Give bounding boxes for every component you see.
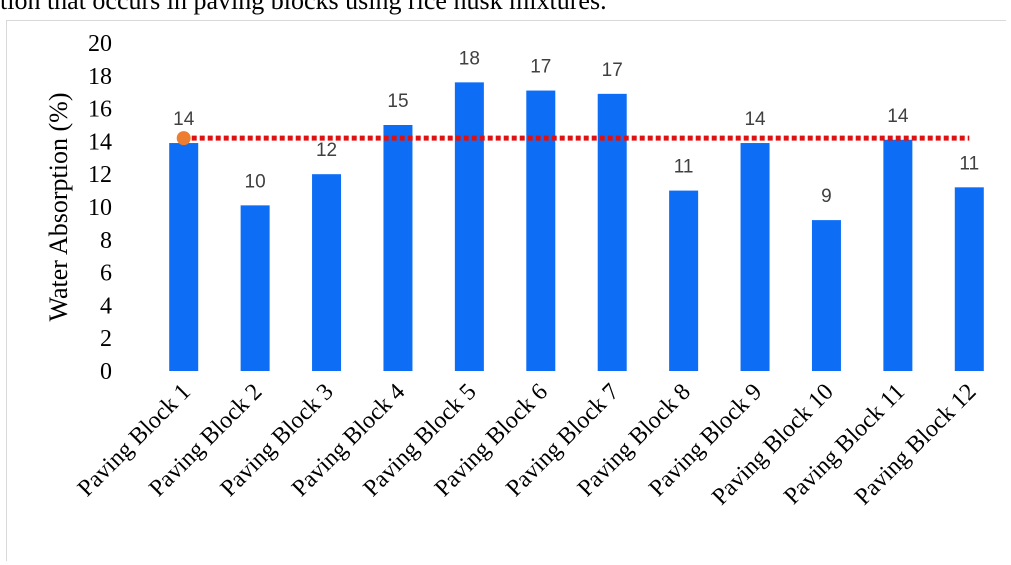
category-label: Paving Block 11 [779,379,910,510]
data-labels: 14 10 12 15 18 17 17 11 14 9 14 11 [173,48,979,207]
bar [597,93,627,371]
y-tick-label: 18 [88,64,112,90]
y-tick-label: 0 [100,359,112,385]
bar [454,82,484,372]
data-label: 11 [674,157,694,178]
figure-caption: tion that occurs in paving blocks using … [0,0,607,15]
y-tick-label: 10 [88,195,112,221]
data-label: 10 [245,171,266,192]
y-tick-label: 14 [88,129,112,155]
reference-marker [176,131,191,146]
y-tick-label: 2 [100,326,112,352]
bar [740,143,770,371]
y-tick-label: 6 [100,261,112,287]
bars [169,82,984,372]
bar [383,125,413,371]
data-label: 14 [887,106,909,127]
data-label: 15 [387,91,408,112]
y-tick-label: 12 [88,162,112,188]
bar [811,220,841,371]
y-tick-label: 4 [100,293,112,319]
bar [526,90,556,371]
y-tick-label: 16 [88,97,112,123]
data-label: 11 [959,153,979,174]
bar [883,139,913,371]
data-label: 12 [316,140,337,161]
category-label: Paving Block 10 [707,379,839,511]
bar [312,174,342,371]
data-label: 17 [530,57,551,78]
data-label: 18 [459,48,480,69]
data-label: 9 [821,186,832,207]
data-label: 14 [173,109,195,130]
category-label: Paving Block 12 [850,379,982,511]
y-tick-label: 20 [88,31,112,57]
data-label: 17 [602,60,623,81]
bar [669,190,699,371]
y-axis-label: Water Absorption (%) [44,93,73,322]
chart-frame [6,20,1006,561]
bar [240,205,270,371]
y-tick-label: 8 [100,228,112,254]
y-axis-ticks: 0 2 4 6 8 10 12 14 16 18 20 [88,31,112,385]
data-label: 14 [744,109,766,130]
reference-line-group [176,131,970,146]
bar [169,143,199,371]
bar [954,187,984,371]
